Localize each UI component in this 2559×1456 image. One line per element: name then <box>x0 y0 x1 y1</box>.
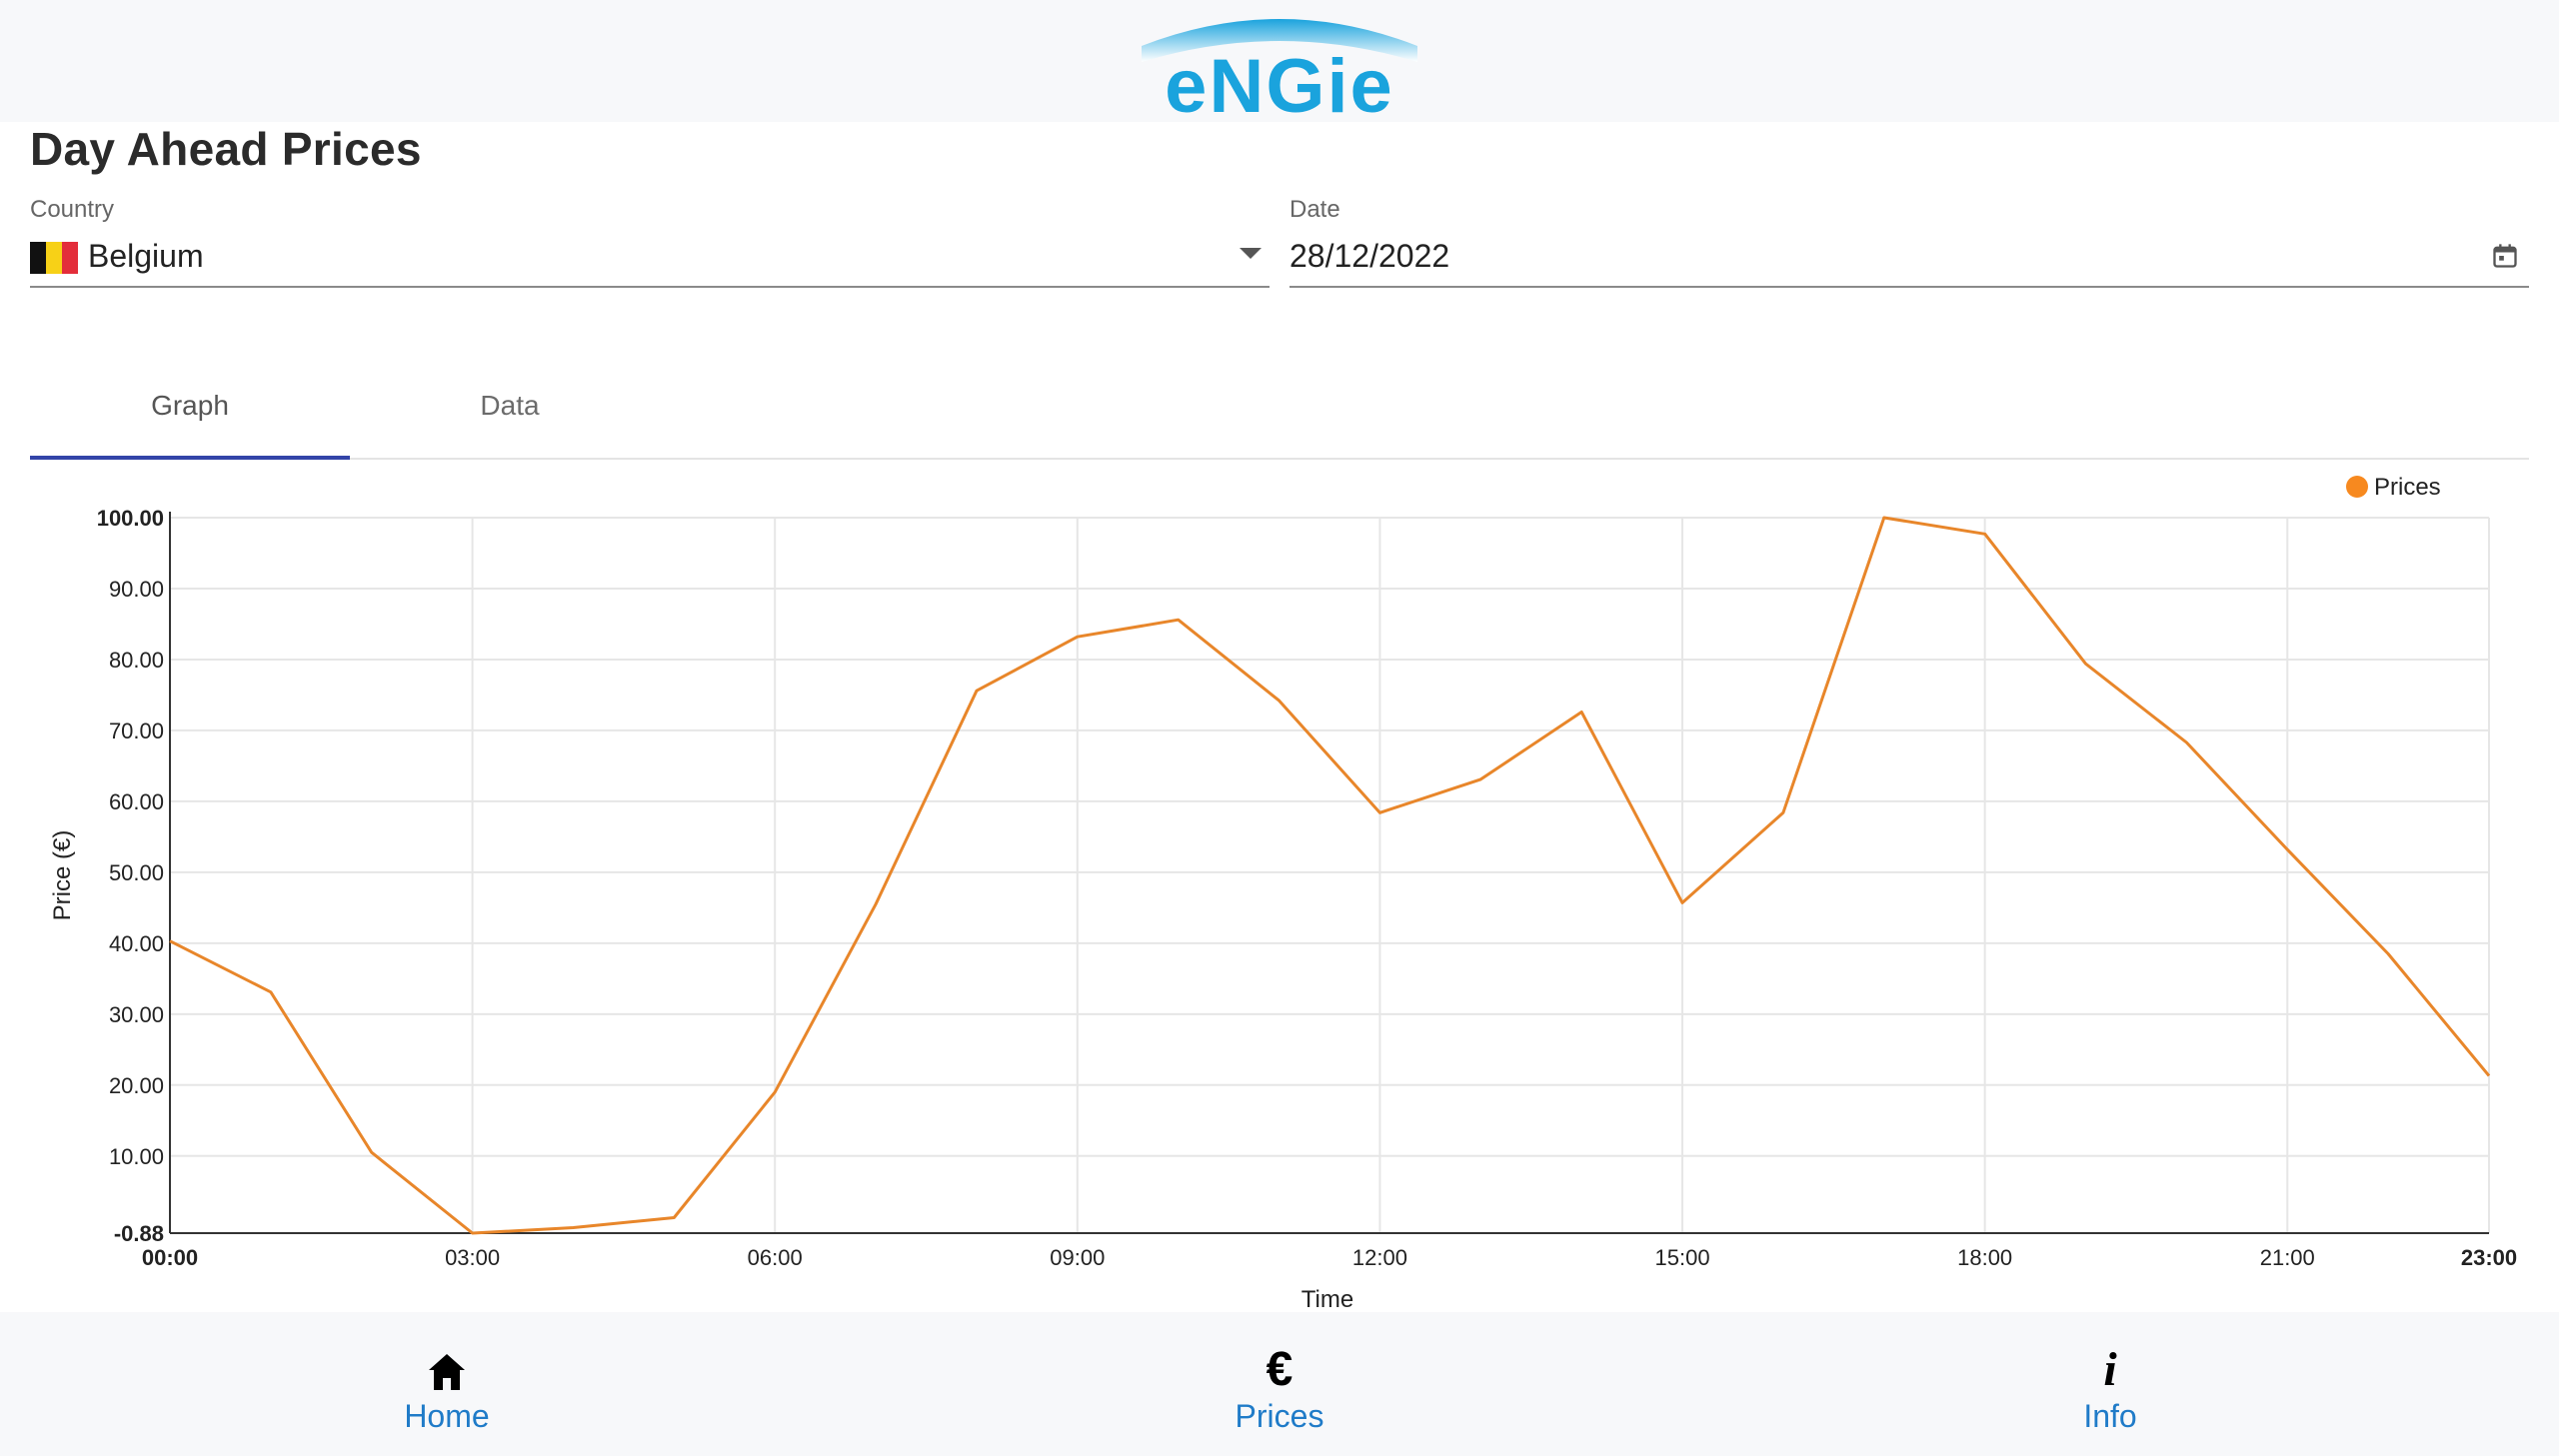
price-chart: 100.00 90.00 80.00 70.00 60.00 50.00 40.00 30.0… <box>0 460 2559 1309</box>
date-value: 28/12/2022 <box>1289 238 1450 274</box>
x-tick-label: 23:00 <box>2461 1245 2517 1270</box>
series-line-prices <box>169 516 2491 1235</box>
x-tick-label: 03:00 <box>445 1245 500 1270</box>
nav-info-label: Info <box>2083 1398 2137 1434</box>
tab-data[interactable]: Data <box>480 390 540 421</box>
field-underline <box>1289 286 2529 288</box>
country-select[interactable]: Country Belgium <box>30 196 1270 288</box>
price-line-chart: 100.00 90.00 80.00 70.00 60.00 50.00 40.00 30.0… <box>49 474 2517 1309</box>
nav-home-label: Home <box>404 1398 490 1434</box>
euro-icon: € <box>1266 1343 1293 1396</box>
date-label: Date <box>1289 196 1340 223</box>
calendar-icon[interactable] <box>2491 242 2519 270</box>
legend-marker <box>2346 476 2368 498</box>
x-tick-label: 15:00 <box>1655 1245 1710 1270</box>
country-value: Belgium <box>88 238 204 274</box>
nav-prices[interactable]: € Prices <box>1130 1312 1429 1456</box>
y-tick-label: 70.00 <box>109 719 164 743</box>
y-tick-label: 50.00 <box>109 860 164 885</box>
y-tick-label: 10.00 <box>109 1144 164 1169</box>
belgium-flag-icon <box>30 242 78 274</box>
nav-prices-label: Prices <box>1235 1398 1324 1434</box>
logo-wordmark: eNGie <box>1165 44 1394 120</box>
page-title: Day Ahead Prices <box>30 123 422 175</box>
engie-logo: eNGie <box>1142 19 1417 120</box>
y-tick-label: 80.00 <box>109 648 164 673</box>
home-icon <box>429 1354 465 1390</box>
y-tick-label: -0.88 <box>114 1221 164 1246</box>
x-tick-label: 18:00 <box>1957 1245 2012 1270</box>
app-header: eNGie <box>0 0 2559 122</box>
x-tick-label: 00:00 <box>142 1245 198 1270</box>
country-label: Country <box>30 196 115 223</box>
nav-home[interactable]: Home <box>297 1312 597 1456</box>
y-tick-label: 100.00 <box>97 506 164 531</box>
x-tick-label: 12:00 <box>1352 1245 1407 1270</box>
y-tick-label: 20.00 <box>109 1073 164 1098</box>
view-tabs: Graph Data <box>30 370 2529 460</box>
nav-info[interactable]: i Info <box>1960 1312 2260 1456</box>
y-tick-label: 30.00 <box>109 1002 164 1027</box>
x-tick-label: 09:00 <box>1050 1245 1105 1270</box>
date-picker[interactable]: Date 28/12/2022 <box>1289 196 2529 288</box>
x-axis-label: Time <box>1301 1286 1353 1309</box>
x-tick-label: 06:00 <box>748 1245 803 1270</box>
bottom-nav: Home € Prices i Info <box>0 1312 2559 1456</box>
y-axis-label: Price (€) <box>49 830 76 921</box>
legend-label: Prices <box>2374 474 2441 501</box>
x-tick-label: 21:00 <box>2260 1245 2315 1270</box>
y-tick-label: 90.00 <box>109 577 164 602</box>
tab-graph[interactable]: Graph <box>30 370 350 460</box>
info-icon: i <box>2103 1343 2117 1396</box>
field-underline <box>30 286 1270 288</box>
y-tick-label: 60.00 <box>109 789 164 814</box>
y-tick-label: 40.00 <box>109 931 164 956</box>
chevron-down-icon[interactable] <box>1240 248 1262 259</box>
